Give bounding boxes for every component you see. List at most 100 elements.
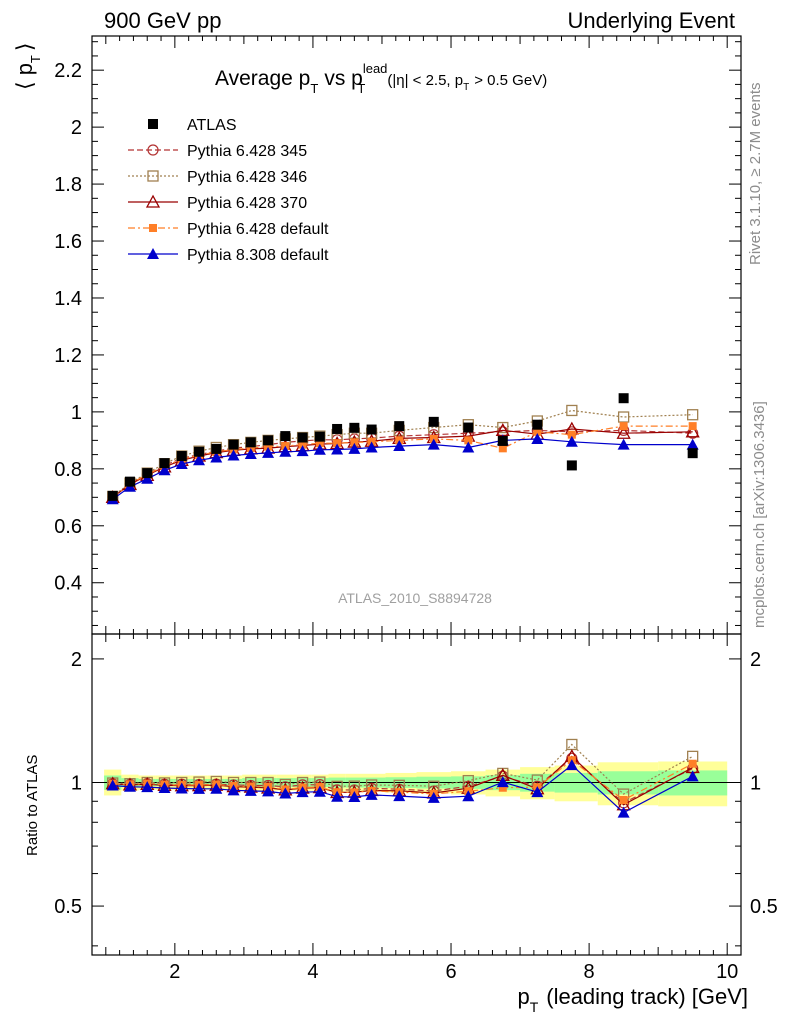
- xlabel-rest: (leading track) [GeV]: [546, 984, 748, 1009]
- data-point-atlas: [159, 458, 170, 469]
- legend-entry-pythia-6-428-345: Pythia 6.428 345: [128, 143, 307, 160]
- data-point-pythia-8-308-default: [313, 443, 326, 455]
- y-tick-label-ratio-right: 1: [750, 772, 761, 794]
- y-tick-label-ratio-right: 2: [750, 649, 761, 671]
- x-tick-label: 8: [584, 961, 595, 983]
- ratio-point-pythia-8-308-default: [686, 770, 699, 782]
- data-point-pythia-6-428-default: [619, 422, 628, 431]
- ratio-point-pythia-8-308-default: [331, 790, 344, 802]
- y-tick-label-ratio: 1: [71, 772, 82, 794]
- data-point-pythia-8-308-default: [262, 446, 275, 458]
- ratio-point-pythia-8-308-default: [193, 782, 206, 794]
- ratio-point-pythia-8-308-default: [227, 784, 240, 796]
- data-point-atlas: [463, 422, 474, 433]
- y-tick-label-main: 1: [71, 402, 82, 424]
- data-point-pythia-8-308-default: [348, 442, 361, 454]
- ratio-point-pythia-8-308-default: [496, 776, 509, 788]
- series-pythia-6-428-345: [107, 424, 699, 809]
- ylabel-sub: T: [28, 55, 43, 63]
- data-point-pythia-8-308-default: [175, 457, 188, 469]
- ylabel-open: ⟨ p: [12, 63, 37, 90]
- data-point-atlas: [194, 446, 205, 457]
- ratio-point-pythia-8-308-default: [462, 790, 475, 802]
- y-tick-label-main: 1.4: [54, 288, 82, 310]
- ratio-point-pythia-8-308-default: [365, 788, 378, 800]
- analysis-id: ATLAS_2010_S8894728: [338, 590, 492, 606]
- ratio-point-pythia-6-428-default: [619, 795, 628, 804]
- xlabel-sub: T: [530, 999, 539, 1015]
- ratio-point-pythia-8-308-default: [141, 781, 154, 793]
- data-point-pythia-6-428-346: [566, 404, 578, 417]
- data-point-atlas: [245, 437, 256, 448]
- y-axis-label-main: ⟨ pT ⟩: [12, 43, 43, 90]
- ratio-point-pythia-8-308-default: [123, 780, 136, 792]
- data-point-pythia-6-428-default: [533, 427, 542, 436]
- legend-marker: [147, 170, 159, 182]
- data-point-atlas: [211, 443, 222, 454]
- data-point-atlas: [566, 460, 577, 471]
- data-point-pythia-8-308-default: [427, 438, 440, 450]
- legend: ATLAS Pythia 6.428 345 Pythia 6.428 346 Pyt…: [128, 117, 329, 264]
- data-point-pythia-6-428-default: [464, 436, 473, 445]
- series-pythia-6-428-default: [108, 422, 697, 804]
- legend-label: Pythia 6.428 370: [187, 195, 307, 212]
- legend-label: Pythia 6.428 346: [187, 169, 307, 186]
- data-point-pythia-8-308-default: [193, 454, 206, 466]
- legend-entry-pythia-8-308-default: Pythia 8.308 default: [128, 247, 329, 264]
- ratio-panel-frame: [91, 633, 742, 956]
- data-point-pythia-8-308-default: [227, 449, 240, 461]
- data-point-pythia-8-308-default: [158, 464, 171, 476]
- series-atlas: [107, 393, 698, 501]
- data-point-atlas: [428, 416, 439, 427]
- data-point-pythia-8-308-default: [393, 440, 406, 452]
- xlabel-p: p: [517, 984, 529, 1009]
- data-point-pythia-6-428-370: [685, 424, 700, 438]
- ratio-point-pythia-6-428-default: [498, 783, 507, 792]
- data-point-pythia-8-308-default: [331, 443, 344, 455]
- series-layer: [105, 393, 700, 818]
- legend-marker: [147, 144, 159, 156]
- ratio-point-pythia-8-308-default: [106, 779, 119, 791]
- data-point-atlas: [228, 439, 239, 450]
- data-point-pythia-6-428-default: [333, 439, 342, 448]
- data-point-pythia-6-428-default: [688, 422, 697, 431]
- data-point-atlas: [332, 423, 343, 434]
- data-point-pythia-8-308-default: [244, 448, 257, 460]
- x-tick-label: 2: [169, 961, 180, 983]
- data-point-atlas: [176, 451, 187, 462]
- y-tick-label-main: 2.2: [54, 60, 82, 82]
- ratio-point-pythia-8-308-default: [393, 790, 406, 802]
- title-vs: vs p: [324, 67, 363, 90]
- series-pythia-6-428-370: [105, 421, 700, 811]
- x-axis-label: pT (leading track) [GeV]: [517, 984, 748, 1015]
- data-point-pythia-6-428-default: [264, 442, 273, 451]
- y-tick-label-main: 2: [71, 117, 82, 139]
- ratio-point-pythia-8-308-default: [244, 784, 257, 796]
- legend-label: Pythia 6.428 default: [187, 221, 329, 238]
- title-cut-a: (|η| < 2.5, p: [387, 72, 463, 89]
- data-point-atlas: [280, 431, 291, 442]
- data-point-pythia-6-428-default: [498, 444, 507, 453]
- data-point-pythia-6-428-default: [315, 439, 324, 448]
- ratio-point-pythia-8-308-default: [427, 791, 440, 803]
- y-tick-label-ratio: 0.5: [54, 896, 82, 918]
- data-point-pythia-8-308-default: [279, 445, 292, 457]
- title-cut-sub: T: [463, 82, 469, 93]
- y-tick-label-main: 0.8: [54, 459, 82, 481]
- data-point-pythia-6-428-346: [687, 409, 699, 421]
- legend-entry-pythia-6-428-370: Pythia 6.428 370: [128, 194, 307, 212]
- legend-entry-pythia-6-428-346: Pythia 6.428 346: [128, 169, 307, 186]
- data-point-pythia-8-308-default: [686, 438, 699, 450]
- ratio-point-pythia-8-308-default: [158, 782, 171, 794]
- data-point-pythia-6-428-370: [616, 425, 631, 439]
- data-point-atlas: [263, 435, 274, 446]
- x-tick-label: 6: [445, 961, 456, 983]
- ratio-point-pythia-8-308-default: [565, 759, 578, 771]
- ratio-point-pythia-6-428-default: [688, 759, 697, 768]
- data-point-atlas: [532, 419, 543, 430]
- data-point-pythia-8-308-default: [617, 438, 630, 450]
- ratio-point-pythia-8-308-default: [617, 806, 630, 818]
- x-tick-label: 10: [716, 961, 738, 983]
- legend-marker: [147, 248, 159, 259]
- data-point-pythia-6-428-346: [617, 411, 630, 423]
